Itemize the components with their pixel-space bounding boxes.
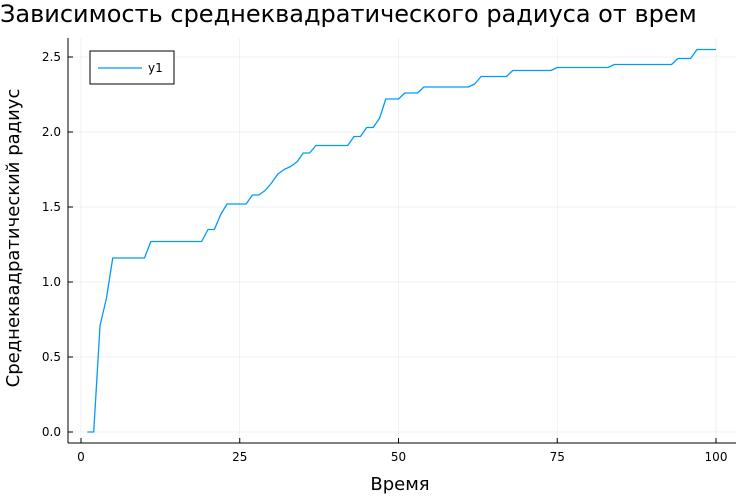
y-tick-label: 2.5 <box>42 50 61 64</box>
x-tick-label: 100 <box>705 450 728 464</box>
plot-area: 0 25 50 75 100 0.0 0.5 1.0 1.5 2.0 2.5 y1 <box>42 38 736 464</box>
legend: y1 <box>89 50 175 85</box>
series-line <box>87 48 716 433</box>
y-tick-label: 2.0 <box>42 125 61 139</box>
x-tick-label: 75 <box>550 450 565 464</box>
x-tick-label: 0 <box>77 450 85 464</box>
y-tick-label: 0.5 <box>42 350 61 364</box>
legend-label: y1 <box>148 61 163 75</box>
chart-title: Зависимость среднеквадратического радиус… <box>0 0 697 28</box>
y-axis-title: Среднеквадратический радиус <box>3 89 24 388</box>
y-tick-label: 1.5 <box>42 200 61 214</box>
y-tick-label: 1.0 <box>42 275 61 289</box>
x-axis-title: Время <box>370 474 429 495</box>
y-tick-label: 0.0 <box>42 425 61 439</box>
x-tick-label: 50 <box>391 450 406 464</box>
x-tick-label: 25 <box>232 450 247 464</box>
